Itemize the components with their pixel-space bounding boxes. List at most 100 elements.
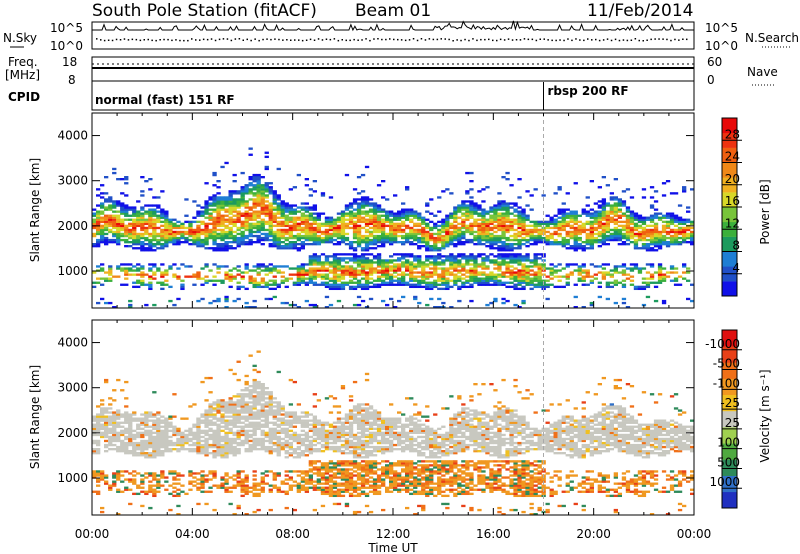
heatmap-cell: [260, 184, 265, 187]
heatmap-cell: [200, 228, 205, 232]
heatmap-cell: [465, 261, 470, 264]
heatmap-cell: [200, 238, 205, 242]
heatmap-cell: [136, 232, 141, 236]
heatmap-cell: [112, 200, 117, 203]
heatmap-cell: [389, 255, 394, 258]
heatmap-cell: [376, 261, 382, 264]
heatmap-cell: [405, 208, 410, 211]
heatmap-cell: [682, 265, 687, 268]
nsearch-point: [428, 38, 431, 40]
heatmap-cell: [308, 255, 314, 258]
heatmap-cell: [288, 230, 294, 234]
heatmap-cell: [276, 202, 281, 205]
heatmap-cell: [148, 178, 153, 181]
heatmap-cell: [597, 238, 603, 242]
heatmap-cell: [272, 212, 277, 215]
heatmap-cell: [501, 222, 506, 226]
heatmap-cell: [228, 245, 233, 248]
heatmap-cell: [108, 301, 113, 305]
heatmap-cell: [316, 257, 322, 260]
heatmap-cell: [136, 417, 141, 420]
nsearch-point: [535, 39, 538, 42]
heatmap-cell: [469, 267, 474, 270]
heatmap-cell: [224, 419, 229, 422]
heatmap-cell: [308, 261, 314, 264]
heatmap-cell: [505, 228, 510, 232]
heatmap-cell: [152, 427, 157, 431]
heatmap-cell: [320, 265, 326, 268]
heatmap-cell: [104, 435, 109, 439]
heatmap-cell: [120, 415, 125, 418]
heatmap-cell: [304, 243, 310, 246]
heatmap-cell: [669, 267, 675, 270]
heatmap-cell: [385, 261, 390, 264]
heatmap-cell: [148, 441, 153, 445]
heatmap-cell: [216, 417, 221, 420]
heatmap-cell: [613, 206, 619, 209]
heatmap-cell: [148, 287, 153, 291]
heatmap-cell: [397, 279, 402, 282]
heatmap-cell: [601, 243, 607, 246]
heatmap-cell: [525, 216, 530, 219]
heatmap-cell: [493, 297, 498, 301]
heatmap-cell: [268, 182, 273, 185]
heatmap-cell: [180, 222, 185, 226]
heatmap-cell: [204, 421, 209, 424]
heatmap-cell: [112, 433, 117, 437]
heatmap-cell: [477, 241, 482, 244]
heatmap-cell: [336, 216, 342, 219]
freq-label-line1: Freq.: [8, 55, 38, 69]
heatmap-cell: [553, 214, 558, 217]
heatmap-cell: [517, 306, 522, 309]
heatmap-cell: [232, 417, 237, 420]
heatmap-cell: [437, 247, 442, 250]
heatmap-cell: [200, 431, 205, 435]
heatmap-cell: [108, 397, 113, 400]
heatmap-cell: [682, 226, 687, 230]
heatmap-cell: [256, 178, 261, 181]
heatmap-cell: [609, 198, 615, 201]
heatmap-cell: [148, 486, 153, 489]
heatmap-cell: [661, 277, 667, 280]
heatmap-cell: [445, 234, 450, 238]
heatmap-cell: [280, 210, 285, 213]
heatmap-cell: [473, 269, 478, 272]
heatmap-cell: [505, 263, 510, 266]
heatmap-cell: [409, 275, 414, 278]
heatmap-cell: [445, 236, 450, 240]
heatmap-cell: [553, 275, 558, 278]
heatmap-cell: [593, 212, 599, 215]
heatmap-cell: [421, 236, 426, 240]
heatmap-cell: [120, 445, 125, 449]
heatmap-cell: [573, 210, 578, 213]
heatmap-cell: [557, 275, 562, 278]
nsearch-point: [555, 39, 557, 42]
heatmap-cell: [96, 413, 101, 416]
heatmap-cell: [549, 234, 554, 238]
heatmap-cell: [461, 273, 466, 276]
heatmap-cell: [461, 285, 466, 289]
heatmap-cell: [481, 234, 486, 238]
heatmap-cell: [569, 212, 574, 215]
heatmap-cell: [617, 232, 623, 236]
heatmap-cell: [220, 247, 225, 250]
heatmap-cell: [220, 224, 225, 228]
heatmap-cell: [252, 178, 257, 181]
heatmap-cell: [633, 267, 639, 270]
heatmap-cell: [316, 224, 322, 228]
heatmap-cell: [340, 218, 346, 221]
heatmap-cell: [336, 232, 342, 236]
heatmap-cell: [641, 245, 647, 248]
heatmap-cell: [405, 267, 410, 270]
heatmap-cell: [240, 407, 245, 410]
heatmap-cell: [621, 236, 627, 240]
heatmap-cell: [401, 216, 406, 219]
heatmap-cell: [393, 306, 398, 309]
heatmap-cell: [661, 238, 667, 242]
heatmap-cell: [100, 478, 105, 481]
heatmap-cell: [260, 202, 265, 205]
heatmap-cell: [320, 212, 326, 215]
y-tick-label: 1000: [57, 264, 88, 278]
heatmap-cell: [176, 238, 181, 242]
heatmap-cell: [156, 232, 161, 236]
